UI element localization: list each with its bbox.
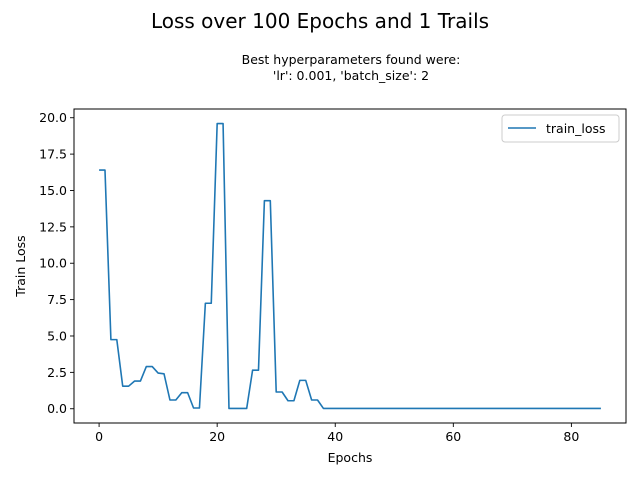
y-tick-label: 17.5 (39, 147, 67, 162)
x-tick-label: 40 (327, 429, 343, 444)
plot-frame (73, 108, 627, 424)
series-line-train-loss (99, 122, 601, 410)
y-tick-label: 15.0 (39, 183, 67, 198)
y-tick-label: 12.5 (39, 219, 67, 234)
legend: train_loss (501, 114, 620, 143)
y-tick-label: 20.0 (39, 110, 67, 125)
series-group (99, 122, 601, 410)
legend-label-train-loss: train_loss (546, 121, 606, 136)
y-tick-label: 7.5 (47, 292, 67, 307)
y-tick-label: 10.0 (39, 256, 67, 271)
x-axis-ticks: 0 20 40 60 80 (95, 423, 579, 444)
plot-area: 0 20 40 60 80 0.0 2.5 5.0 7.5 10.0 12.5 15.0 17.5 20… (39, 108, 627, 444)
x-tick-label: 0 (95, 429, 103, 444)
chart-subtitle-line-1: Best hyperparameters found were: (242, 52, 461, 67)
x-tick-label: 60 (445, 429, 461, 444)
x-tick-label: 20 (209, 429, 225, 444)
chart-title: Loss over 100 Epochs and 1 Trails (151, 9, 489, 33)
y-axis-ticks: 0.0 2.5 5.0 7.5 10.0 12.5 15.0 17.5 20.0 (39, 110, 74, 416)
y-axis-label: Train Loss (13, 235, 28, 297)
x-axis-label: Epochs (328, 450, 373, 465)
y-tick-label: 0.0 (47, 401, 67, 416)
x-tick-label: 80 (563, 429, 579, 444)
y-tick-label: 2.5 (47, 365, 67, 380)
legend-box (501, 114, 620, 143)
chart-subtitle-line-2: 'lr': 0.001, 'batch_size': 2 (273, 68, 429, 83)
y-tick-label: 5.0 (47, 328, 67, 343)
